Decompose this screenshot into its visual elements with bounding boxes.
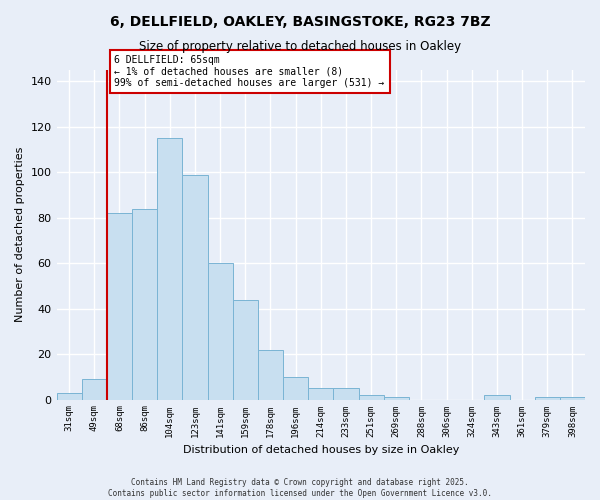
- Text: Contains HM Land Registry data © Crown copyright and database right 2025.
Contai: Contains HM Land Registry data © Crown c…: [108, 478, 492, 498]
- Bar: [283, 377, 308, 400]
- Bar: [484, 395, 509, 400]
- Text: 6 DELLFIELD: 65sqm
← 1% of detached houses are smaller (8)
99% of semi-detached : 6 DELLFIELD: 65sqm ← 1% of detached hous…: [115, 55, 385, 88]
- Text: Size of property relative to detached houses in Oakley: Size of property relative to detached ho…: [139, 40, 461, 53]
- Bar: [233, 300, 258, 400]
- Bar: [157, 138, 182, 400]
- Bar: [107, 213, 132, 400]
- Bar: [383, 398, 409, 400]
- Bar: [359, 395, 383, 400]
- Bar: [560, 398, 585, 400]
- Bar: [132, 208, 157, 400]
- Y-axis label: Number of detached properties: Number of detached properties: [15, 147, 25, 322]
- Bar: [182, 174, 208, 400]
- Bar: [208, 263, 233, 400]
- Bar: [334, 388, 359, 400]
- Bar: [56, 392, 82, 400]
- Bar: [258, 350, 283, 400]
- Bar: [308, 388, 334, 400]
- X-axis label: Distribution of detached houses by size in Oakley: Distribution of detached houses by size …: [182, 445, 459, 455]
- Bar: [535, 398, 560, 400]
- Bar: [82, 379, 107, 400]
- Text: 6, DELLFIELD, OAKLEY, BASINGSTOKE, RG23 7BZ: 6, DELLFIELD, OAKLEY, BASINGSTOKE, RG23 …: [110, 15, 490, 29]
